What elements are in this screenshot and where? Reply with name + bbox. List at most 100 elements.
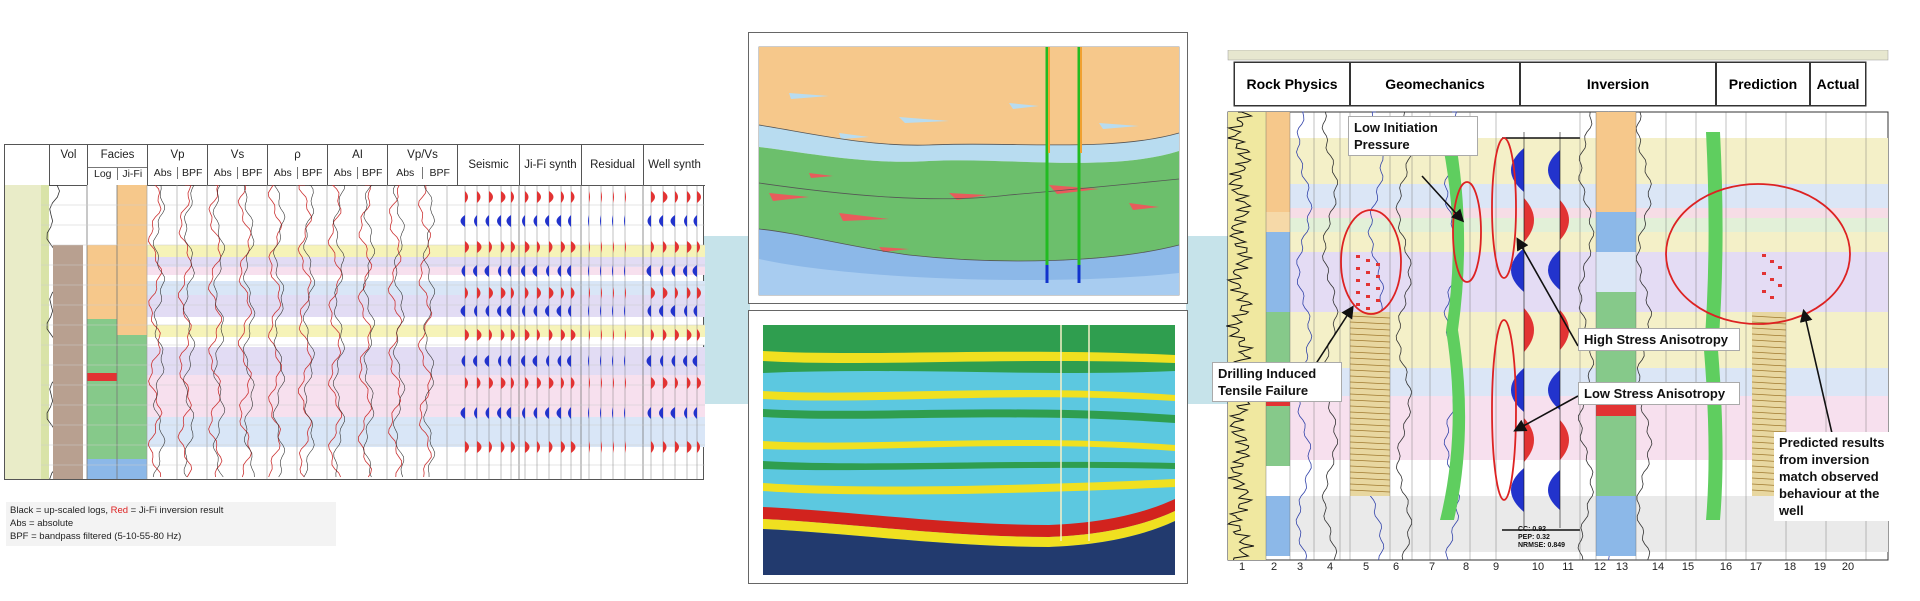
seismic-wiggle [687,287,691,299]
seismic-wiggle [557,355,561,367]
seismic-wiggle [692,355,697,367]
seismic-wiggle [571,241,576,253]
vp-header: Vp Abs BPF [147,145,207,185]
well-log-tracks [5,185,705,479]
seismic-wiggle [675,191,678,203]
image-log-trace [1349,357,1391,361]
seismic-wiggle [474,305,477,317]
seismic-wiggle [545,407,549,419]
seismic-wiggle [474,215,477,227]
seismic-wiggle [684,407,687,419]
log-trace-red [237,185,253,478]
jifi-synth-header: Ji-Fi synth [519,145,581,185]
actual-image-trace [1751,363,1787,367]
seismic-wiggle [501,329,505,341]
seismic-wiggle [568,407,571,419]
actual-image-trace [1751,429,1787,433]
actual-image-trace [1751,357,1787,361]
actual-image-trace [1751,327,1787,331]
image-log-trace [1349,387,1391,391]
seismic-wiggle [506,407,511,419]
seismic-wiggle [461,265,465,277]
track-number: 5 [1362,561,1370,573]
seismic-wiggle [497,407,501,419]
depth-column [5,185,41,479]
seismic-wiggle [485,215,489,227]
seismic-wiggle [675,441,679,453]
seismic-wiggle [659,305,663,317]
inversion-wiggle [1524,308,1534,352]
image-log-trace [1349,393,1391,397]
image-log-trace [1349,363,1391,367]
seismic-wiggle [511,191,514,203]
seismic-wiggle [473,355,477,367]
image-log-trace [1349,429,1391,433]
low-stress-label: Low Stress Anisotropy [1578,382,1740,405]
seismic-wiggle [557,265,561,277]
seismic-wiggle [697,377,701,389]
actual-marker [1762,290,1766,293]
seismic-wiggle [571,287,575,299]
low-stress-ellipse [1491,319,1517,501]
actual-image-trace [1751,345,1787,349]
image-log-trace [1349,333,1391,337]
prediction-ellipse [1665,183,1851,325]
actual-header: Actual [1810,62,1866,106]
seismic-wiggle [501,441,505,453]
seismic-wiggle [568,305,571,317]
seismic-wiggle [561,329,565,341]
drilling-marker [1356,267,1360,270]
track-number: 6 [1392,561,1400,573]
log-trace-black [272,185,286,478]
seismic-wiggle [561,191,564,203]
seismic-wiggle [651,441,654,453]
actual-image-trace [1751,423,1787,427]
seismic-wiggle [625,377,626,389]
depth-band [87,267,705,275]
seismic-wiggle [571,377,575,389]
facies-log-block [87,245,117,281]
seismic-wiggle [507,265,511,277]
seismic-wiggle [600,305,601,317]
initiation-ellipse [1452,181,1482,283]
facies-log-block [87,381,117,459]
seismic-wiggle [460,407,465,419]
image-log-trace [1349,459,1391,463]
vs-header: Vs Abs BPF [207,145,267,185]
seismic-wiggle [465,287,468,299]
facies-prediction [1596,496,1636,556]
seismic-wiggle [465,329,469,341]
log-trace-black [302,185,316,478]
actual-image-trace [1751,315,1787,319]
seismic-wiggle [625,241,626,253]
seismic-wiggle [571,191,575,203]
seismic-wiggle [601,377,602,389]
seismic-wiggle [525,377,529,389]
drilling-marker [1366,259,1370,262]
seismic-wiggle [589,441,590,453]
seismic-wiggle [498,355,501,367]
seismic-wiggle [507,355,511,367]
seismic-wiggle [561,241,565,253]
gamma-track [1228,112,1266,560]
drilling-marker [1376,287,1380,290]
seismic-wiggle [485,305,489,317]
seismic-wiggle [498,265,501,277]
drilling-marker [1366,283,1370,286]
zone-band [1266,208,1888,218]
actual-image-trace [1751,405,1787,409]
inversion-wiggle [1511,368,1524,412]
depth-band [87,245,705,257]
seismic-wiggle [670,407,675,419]
facies-header: Facies Log Ji-Fi [87,145,147,185]
seismic-wiggle [511,287,514,299]
seismic-wiggle [600,265,601,277]
seismic-wiggle [549,377,554,389]
vol-header: Vol [49,145,87,185]
seismic-wiggle [647,305,651,317]
high-stress-label: High Stress Anisotropy [1578,328,1740,351]
drilling-marker [1376,275,1380,278]
track-number: 13 [1615,561,1629,573]
actual-image-trace [1751,411,1787,415]
seismic-wiggle [497,215,501,227]
